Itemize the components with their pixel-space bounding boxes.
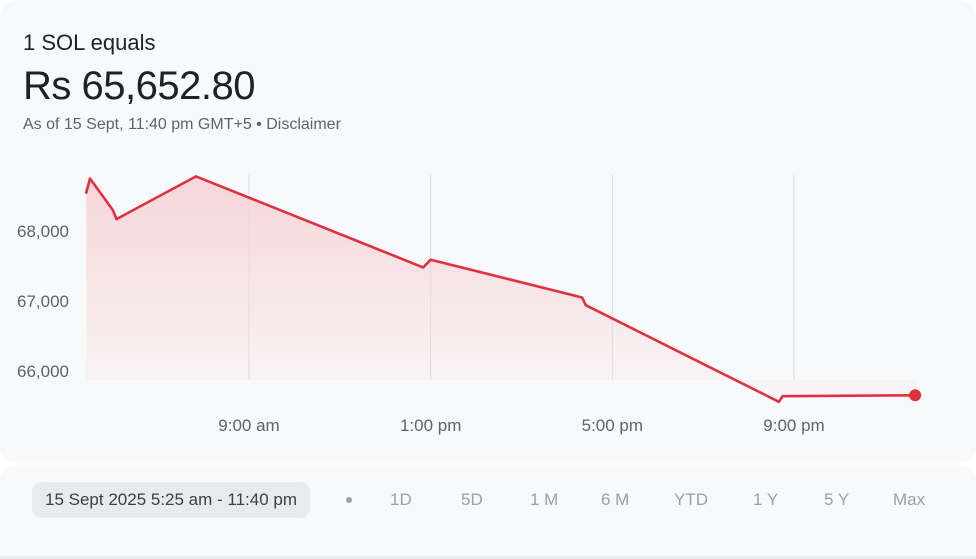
as-of-line: As of 15 Sept, 11:40 pm GMT+5 • Disclaim…: [23, 116, 341, 134]
x-tick-label: 5:00 pm: [582, 416, 643, 435]
price-area: [86, 176, 916, 402]
bottom-divider: [0, 556, 976, 559]
y-tick-label: 68,000: [17, 222, 69, 241]
x-tick-label: 9:00 pm: [763, 416, 824, 435]
as-of-text: As of 15 Sept, 11:40 pm GMT+5: [23, 116, 252, 133]
date-range-pill[interactable]: 15 Sept 2025 5:25 am - 11:40 pm: [32, 482, 311, 518]
y-axis-ticks: 66,000 67,000 68,000: [17, 222, 69, 381]
range-bar: 15 Sept 2025 5:25 am - 11:40 pm 1D 5D 1 M 6…: [0, 466, 976, 556]
y-tick-label: 67,000: [17, 292, 69, 311]
x-tick-label: 1:00 pm: [400, 416, 461, 435]
period-5d[interactable]: 5D: [461, 490, 483, 509]
period-6m[interactable]: 6 M: [601, 490, 630, 509]
period-1y[interactable]: 1 Y: [753, 490, 779, 509]
conversion-title: 1 SOL equals: [23, 30, 156, 55]
last-price-dot: [909, 389, 922, 402]
period-ytd[interactable]: YTD: [674, 490, 708, 509]
price-line: [85, 175, 917, 404]
y-tick-label: 66,000: [17, 362, 69, 381]
x-axis-ticks: 9:00 am 1:00 pm 5:00 pm 9:00 pm: [218, 416, 824, 435]
period-max[interactable]: Max: [893, 490, 926, 509]
price-card: 1 SOL equals Rs 65,652.80 As of 15 Sept,…: [0, 30, 976, 450]
x-tick-label: 9:00 am: [218, 416, 279, 435]
period-5y[interactable]: 5 Y: [824, 490, 850, 509]
price-value: Rs 65,652.80: [23, 64, 255, 108]
separator-dot: •: [251, 116, 267, 133]
price-chart[interactable]: 66,000 67,000 68,000 9:00 am 1:00 pm 5:00 pm…: [0, 150, 976, 450]
range-separator-dot: [346, 497, 352, 503]
period-1m[interactable]: 1 M: [530, 490, 559, 509]
period-1d[interactable]: 1D: [390, 490, 412, 509]
disclaimer-link[interactable]: Disclaimer: [266, 116, 341, 133]
